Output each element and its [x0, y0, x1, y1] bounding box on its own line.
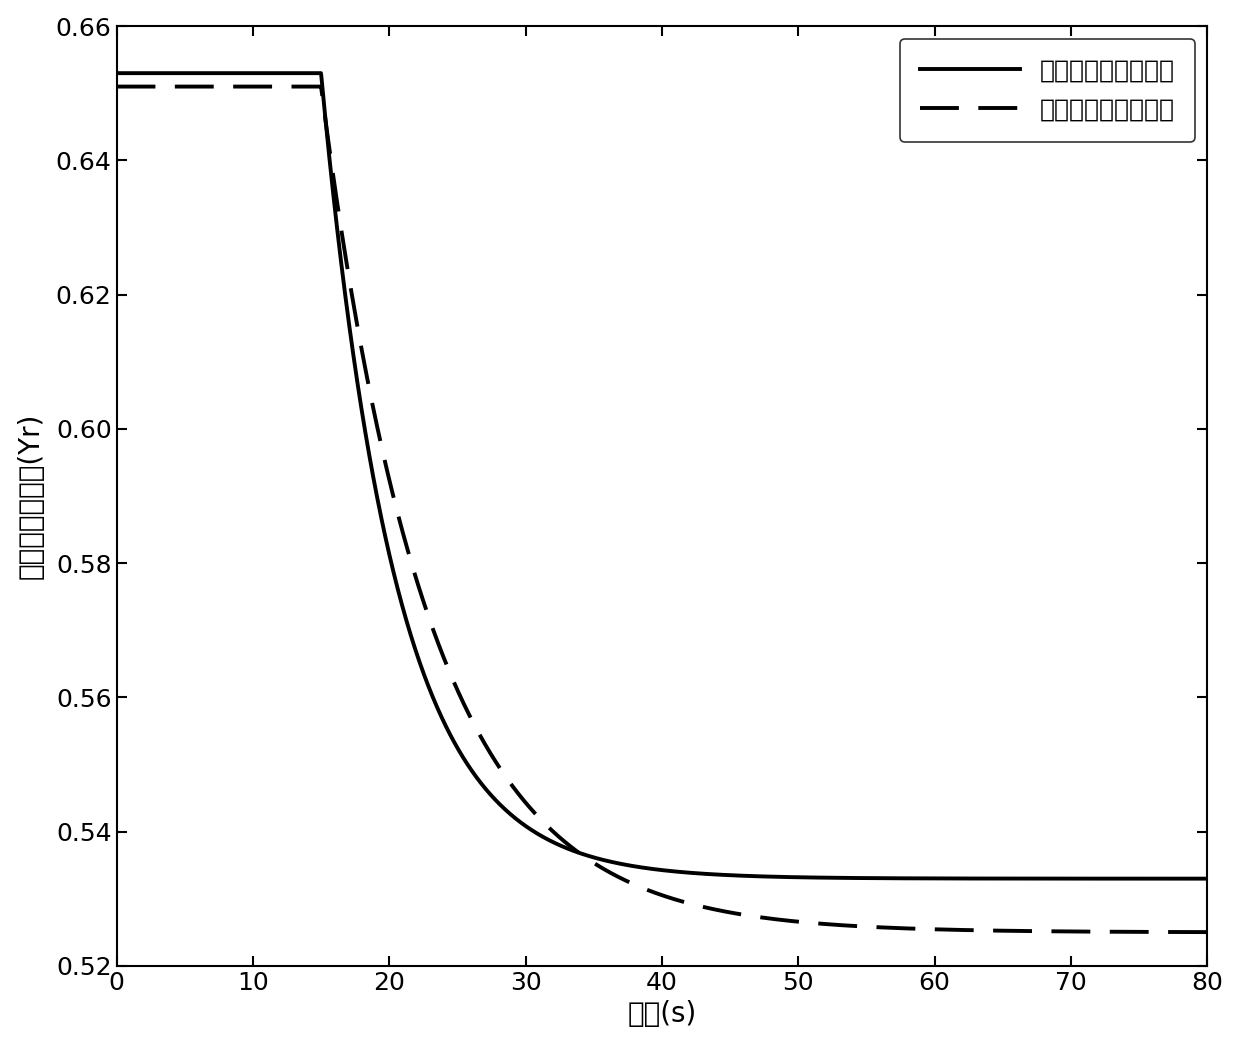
仿真桨叶接力器行程 [1200, 926, 1215, 938]
Line: 实测桨叶接力器行程: 实测桨叶接力器行程 [117, 73, 1208, 879]
仿真桨叶接力器行程 [299, 80, 314, 93]
仿真桨叶接力器行程 [574, 849, 589, 861]
仿真桨叶接力器行程 [233, 80, 248, 93]
实测桨叶接力器行程 [1200, 873, 1215, 885]
Line: 仿真桨叶接力器行程: 仿真桨叶接力器行程 [117, 87, 1208, 932]
Legend: 实测桨叶接力器行程, 仿真桨叶接力器行程: 实测桨叶接力器行程, 仿真桨叶接力器行程 [900, 39, 1195, 142]
实测桨叶接力器行程 [1178, 873, 1193, 885]
实测桨叶接力器行程 [1061, 873, 1076, 885]
实测桨叶接力器行程 [109, 67, 124, 79]
实测桨叶接力器行程 [233, 67, 248, 79]
X-axis label: 时间(s): 时间(s) [627, 1000, 697, 1028]
仿真桨叶接力器行程 [527, 807, 542, 819]
实测桨叶接力器行程 [299, 67, 314, 79]
仿真桨叶接力器行程 [1178, 926, 1193, 938]
实测桨叶接力器行程 [527, 826, 542, 838]
仿真桨叶接力器行程 [109, 80, 124, 93]
仿真桨叶接力器行程 [1061, 925, 1076, 937]
Y-axis label: 桨叶接力器行程(Yr): 桨叶接力器行程(Yr) [16, 413, 45, 579]
实测桨叶接力器行程 [574, 847, 589, 860]
